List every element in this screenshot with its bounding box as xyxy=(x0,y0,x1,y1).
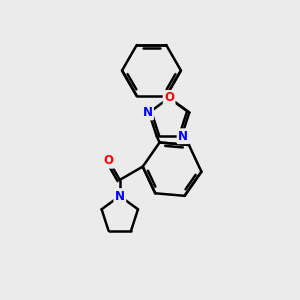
Text: O: O xyxy=(104,154,114,167)
Text: O: O xyxy=(164,92,174,104)
Text: N: N xyxy=(142,106,152,119)
Text: N: N xyxy=(115,190,125,202)
Text: N: N xyxy=(178,130,188,143)
